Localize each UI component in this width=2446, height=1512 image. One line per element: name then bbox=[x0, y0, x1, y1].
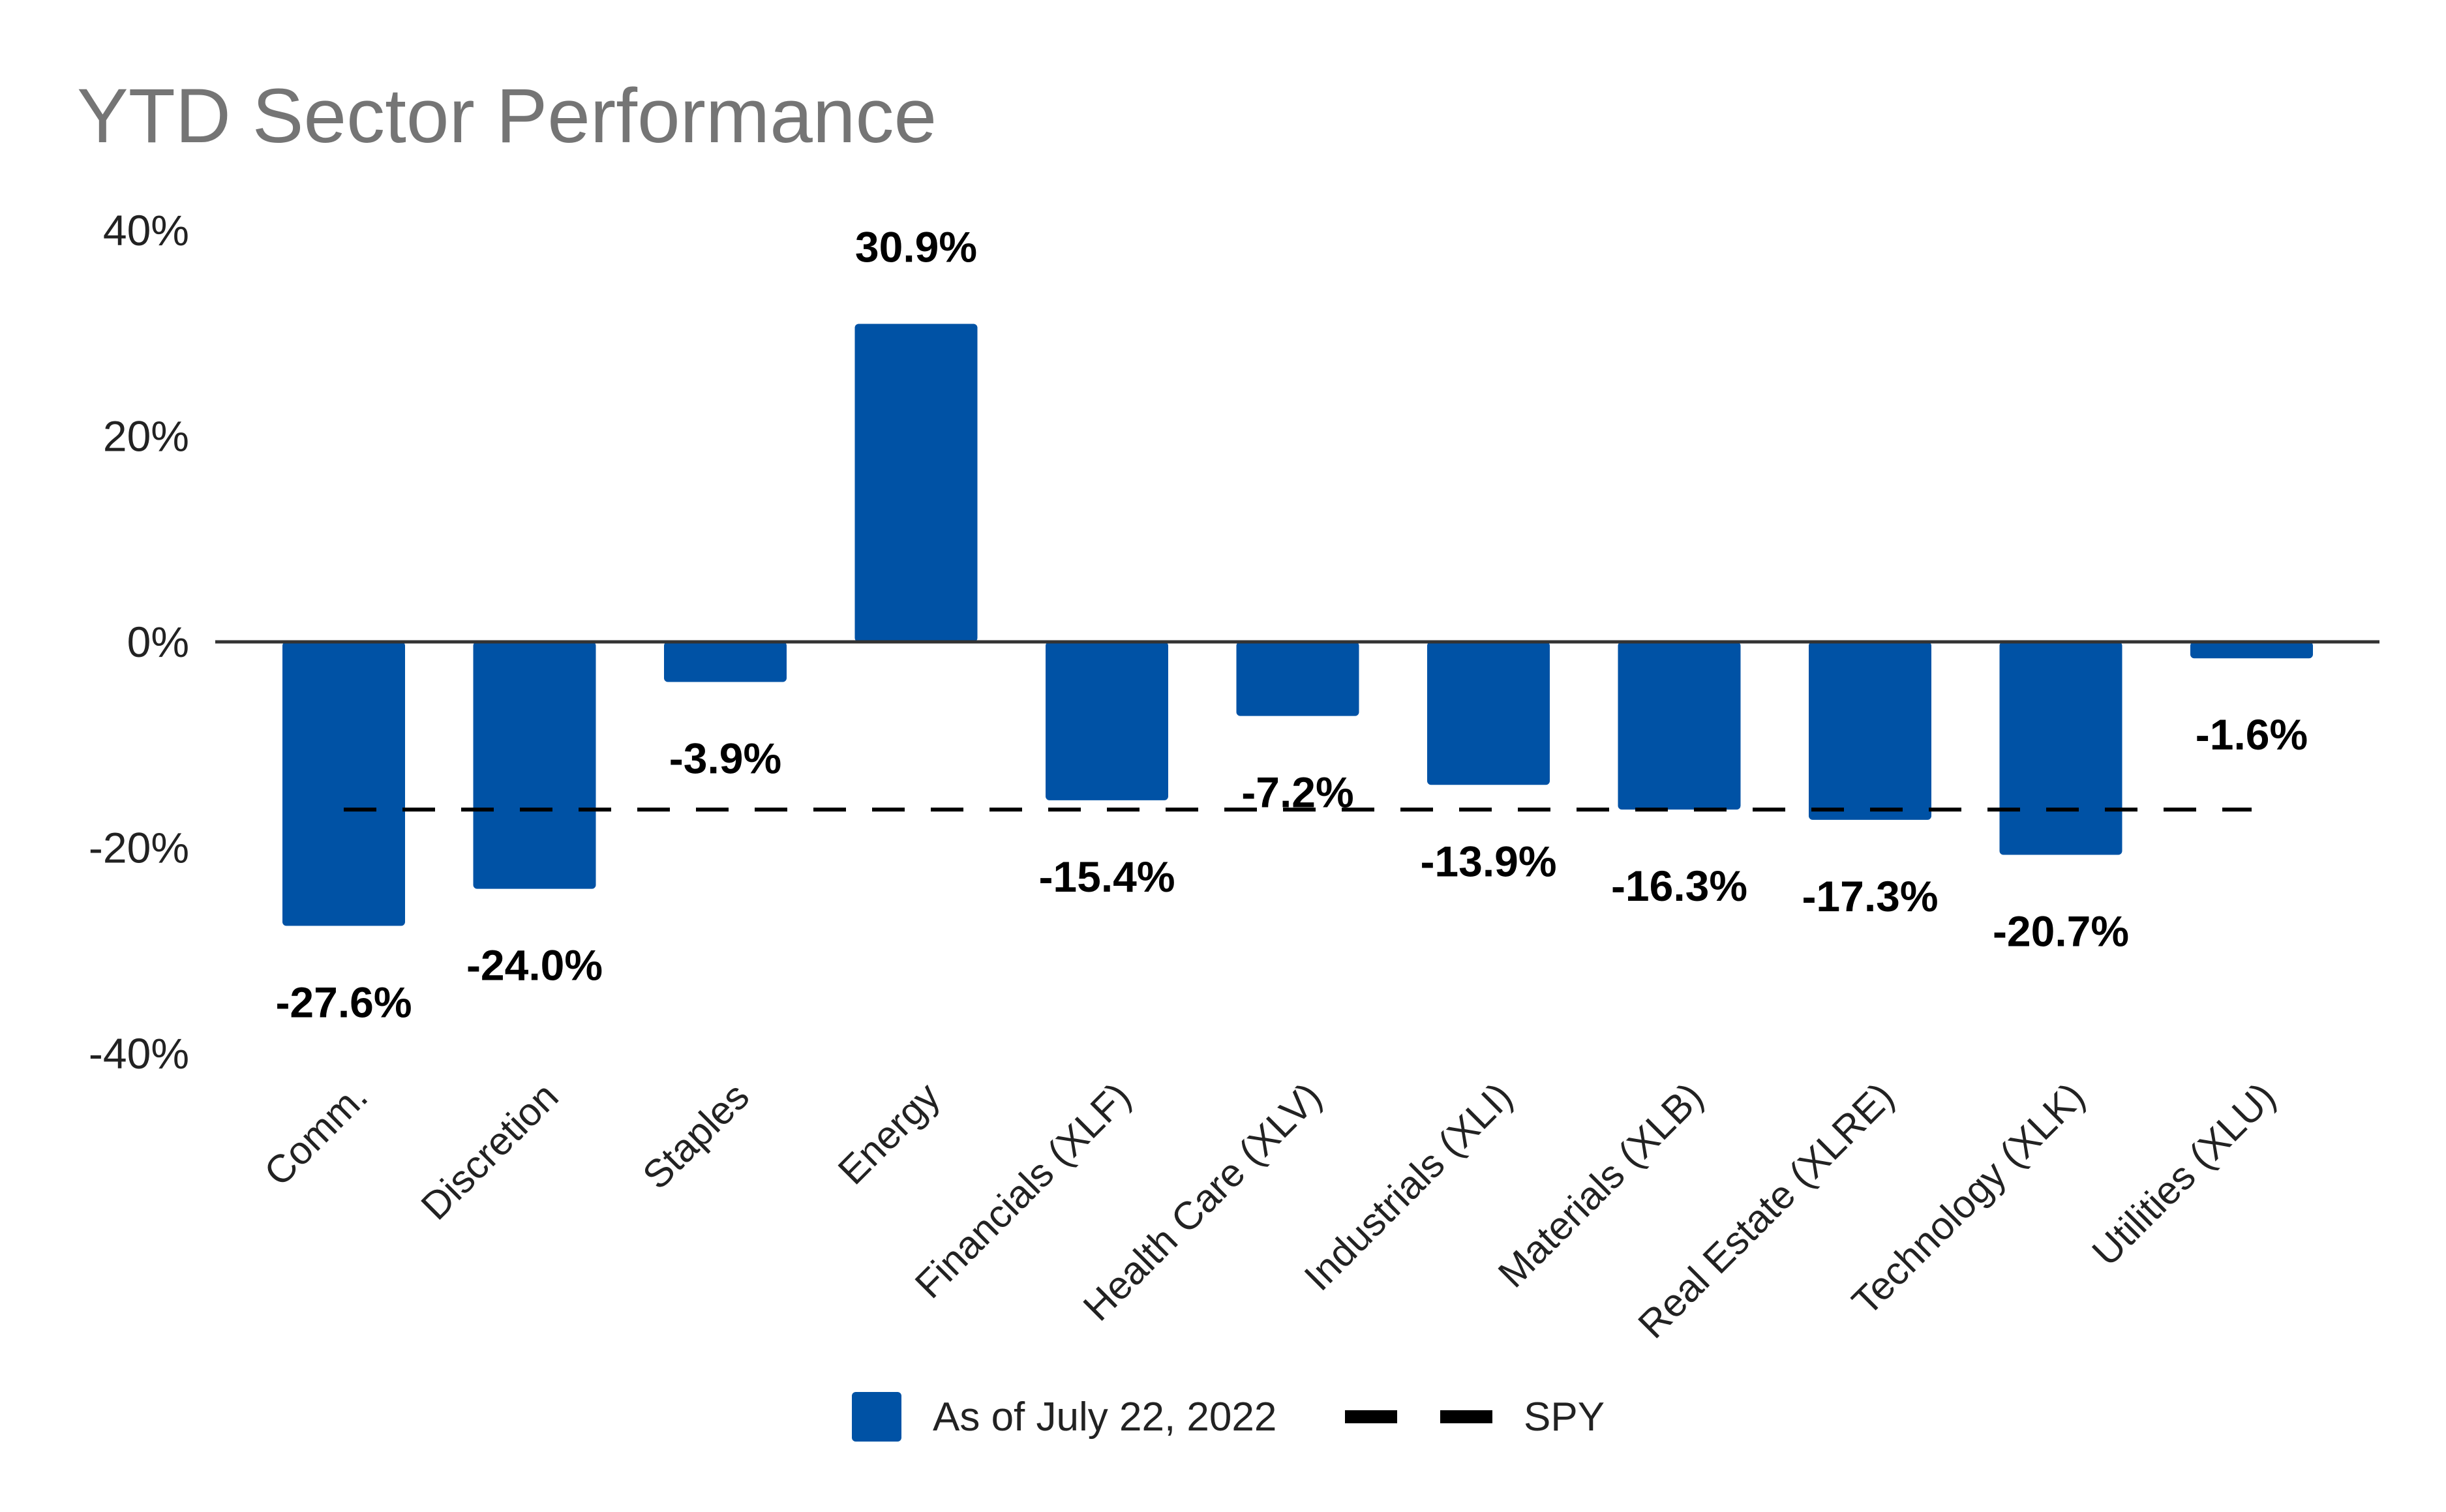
y-tick-label: 0% bbox=[127, 618, 189, 666]
data-label: -20.7% bbox=[1993, 907, 2129, 956]
bar bbox=[1809, 642, 1931, 820]
x-tick-label: Industrials (XLI) bbox=[1296, 1074, 1520, 1299]
data-label: 30.9% bbox=[855, 223, 977, 271]
legend: As of July 22, 2022 SPY bbox=[852, 1392, 1605, 1442]
bar bbox=[2190, 642, 2313, 659]
data-label: -7.2% bbox=[1241, 768, 1353, 817]
bar bbox=[1236, 642, 1359, 716]
bar bbox=[1046, 642, 1168, 800]
data-label: -15.4% bbox=[1038, 853, 1175, 901]
chart-title: YTD Sector Performance bbox=[77, 73, 937, 159]
y-tick-label: -40% bbox=[89, 1029, 189, 1078]
data-label: -24.0% bbox=[466, 941, 603, 990]
data-label: -17.3% bbox=[1802, 872, 1938, 920]
bar bbox=[664, 642, 787, 682]
data-label: -13.9% bbox=[1420, 837, 1556, 885]
bar bbox=[1618, 642, 1741, 810]
x-tick-label: Discretion bbox=[413, 1074, 567, 1228]
data-label: -16.3% bbox=[1611, 862, 1747, 910]
legend-label-bar: As of July 22, 2022 bbox=[933, 1395, 1276, 1440]
bar bbox=[1427, 642, 1550, 785]
legend-swatch-bar bbox=[852, 1392, 901, 1442]
bar bbox=[282, 642, 405, 926]
y-tick-label: -20% bbox=[89, 824, 189, 872]
x-tick-label: Comm. bbox=[256, 1074, 376, 1194]
data-label: -1.6% bbox=[2196, 710, 2308, 759]
data-labels: -27.6% -24.0% -3.9% 30.9% -15.4% -7.2% -13.9% -… bbox=[275, 223, 2308, 1027]
x-tick-label: Energy bbox=[830, 1074, 948, 1193]
y-tick-label: 40% bbox=[103, 206, 189, 254]
bar bbox=[1999, 642, 2122, 855]
x-tick-label: Materials (XLB) bbox=[1490, 1074, 1712, 1296]
x-tick-label: Utilities (XLU) bbox=[2084, 1074, 2284, 1275]
data-label: -27.6% bbox=[275, 978, 412, 1026]
bars bbox=[282, 324, 2313, 926]
x-tick-label: Staples bbox=[634, 1074, 757, 1198]
bar bbox=[854, 324, 978, 642]
bar bbox=[473, 642, 596, 889]
y-tick-label: 20% bbox=[103, 412, 189, 461]
data-label: -3.9% bbox=[669, 734, 781, 783]
y-axis: 40% 20% 0% -20% -40% bbox=[89, 206, 189, 1078]
legend-label-spy: SPY bbox=[1524, 1395, 1605, 1440]
